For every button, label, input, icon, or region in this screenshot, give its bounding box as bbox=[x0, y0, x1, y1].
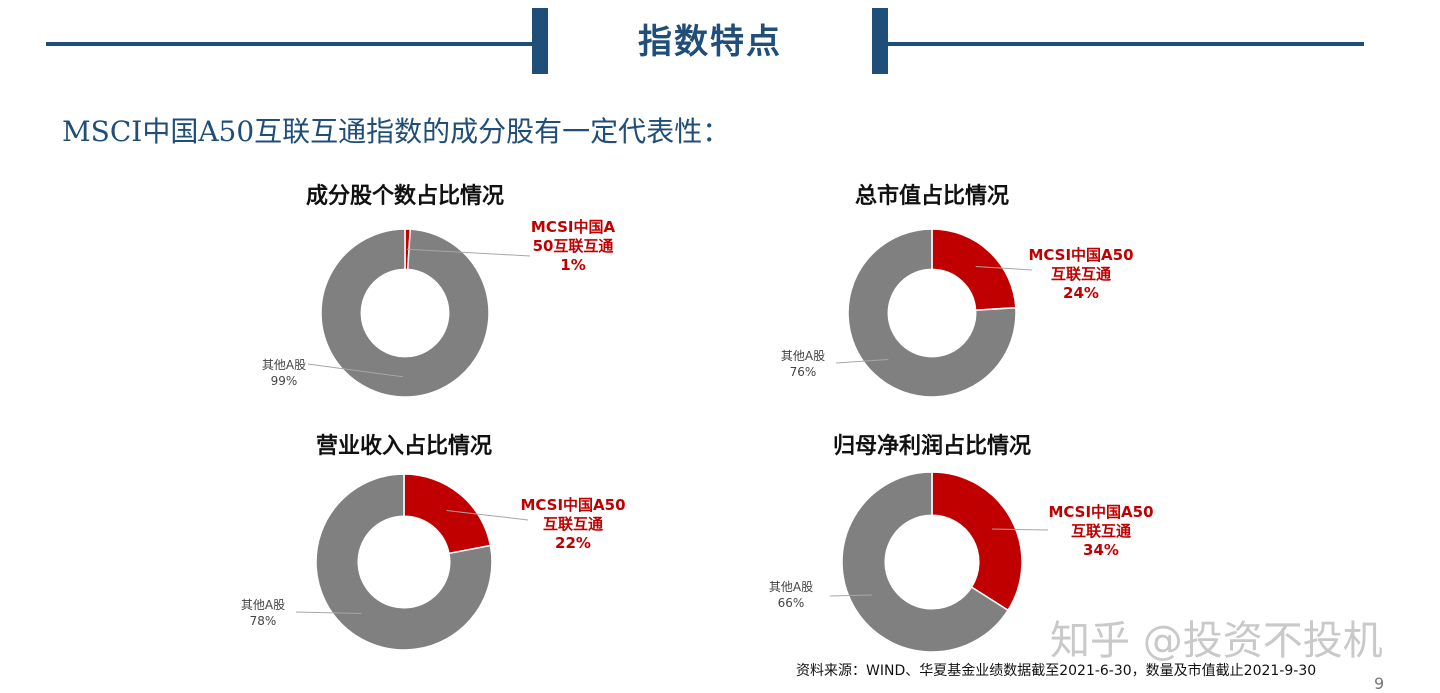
label-other-value: 78% bbox=[249, 614, 277, 628]
label-other-name: 其他A股 bbox=[780, 349, 826, 363]
label-a50-revenue: MCSI中国A50互联互通 22% bbox=[498, 496, 648, 553]
source-note: 资料来源：WIND、华夏基金业绩数据截至2021-6-30，数量及市值截止202… bbox=[796, 663, 1317, 679]
chart-title-net-profit: 归母净利润占比情况 bbox=[832, 434, 1031, 459]
label-other-value: 99% bbox=[270, 374, 298, 388]
donut-slice-other bbox=[315, 473, 493, 651]
leader-line-a50 bbox=[406, 248, 531, 257]
chart-title-market-cap: 总市值占比情况 bbox=[854, 184, 1009, 209]
chart-title-revenue: 营业收入占比情况 bbox=[315, 434, 492, 459]
label-a50-count: MCSI中国A50互联互通 1% bbox=[498, 218, 648, 275]
label-a50-value: 34% bbox=[1083, 541, 1119, 559]
label-a50-name: MCSI中国A50互联互通 bbox=[1028, 246, 1134, 283]
donut-chart-count bbox=[307, 228, 531, 398]
header-bar-right bbox=[872, 8, 888, 74]
leader-line-other bbox=[829, 594, 873, 597]
label-other-name: 其他A股 bbox=[768, 580, 814, 594]
leader-line-other bbox=[295, 611, 362, 615]
label-other-value: 66% bbox=[777, 596, 805, 610]
slide-subtitle: MSCI中国A50互联互通指数的成分股有一定代表性： bbox=[62, 115, 731, 148]
label-other-name: 其他A股 bbox=[240, 598, 286, 612]
donut-chart-revenue bbox=[295, 473, 529, 651]
header-rule-left bbox=[46, 42, 536, 46]
leader-line-other bbox=[307, 363, 404, 378]
label-other-market-cap: 其他A股 76% bbox=[758, 348, 848, 380]
label-other-count: 其他A股 99% bbox=[239, 357, 329, 389]
header-bar-left bbox=[532, 8, 548, 74]
donut-slice-other bbox=[847, 228, 1017, 398]
page-title: 指数特点 bbox=[638, 22, 782, 62]
watermark-logo: 知乎 @投资不投机 bbox=[1050, 618, 1383, 664]
header-rule-right bbox=[886, 42, 1364, 46]
label-other-name: 其他A股 bbox=[261, 358, 307, 372]
leader-line-other bbox=[835, 359, 889, 364]
label-a50-name: MCSI中国A50互联互通 bbox=[1048, 503, 1154, 540]
label-other-net-profit: 其他A股 66% bbox=[746, 579, 836, 611]
leader-line-a50 bbox=[975, 265, 1033, 271]
label-a50-net-profit: MCSI中国A50互联互通 34% bbox=[1026, 503, 1176, 560]
donut-slice-a50 bbox=[931, 228, 1017, 312]
label-a50-value: 22% bbox=[555, 534, 591, 552]
leader-line-a50 bbox=[991, 528, 1049, 531]
label-other-revenue: 其他A股 78% bbox=[218, 597, 308, 629]
label-a50-name: MCSI中国A50互联互通 bbox=[530, 218, 616, 255]
leader-line-a50 bbox=[446, 509, 529, 521]
label-a50-name: MCSI中国A50互联互通 bbox=[520, 496, 626, 533]
chart-title-count: 成分股个数占比情况 bbox=[305, 184, 504, 209]
donut-chart-market-cap bbox=[835, 228, 1033, 398]
donut-slice-a50 bbox=[931, 471, 1023, 612]
label-a50-value: 1% bbox=[560, 256, 586, 274]
donut-slice-other bbox=[320, 228, 490, 398]
label-a50-market-cap: MCSI中国A50互联互通 24% bbox=[1006, 246, 1156, 303]
donut-chart-net-profit bbox=[829, 471, 1049, 653]
page-number: 9 bbox=[1374, 674, 1385, 693]
label-a50-value: 24% bbox=[1063, 284, 1099, 302]
label-other-value: 76% bbox=[789, 365, 817, 379]
donut-slice-other bbox=[841, 471, 1010, 653]
